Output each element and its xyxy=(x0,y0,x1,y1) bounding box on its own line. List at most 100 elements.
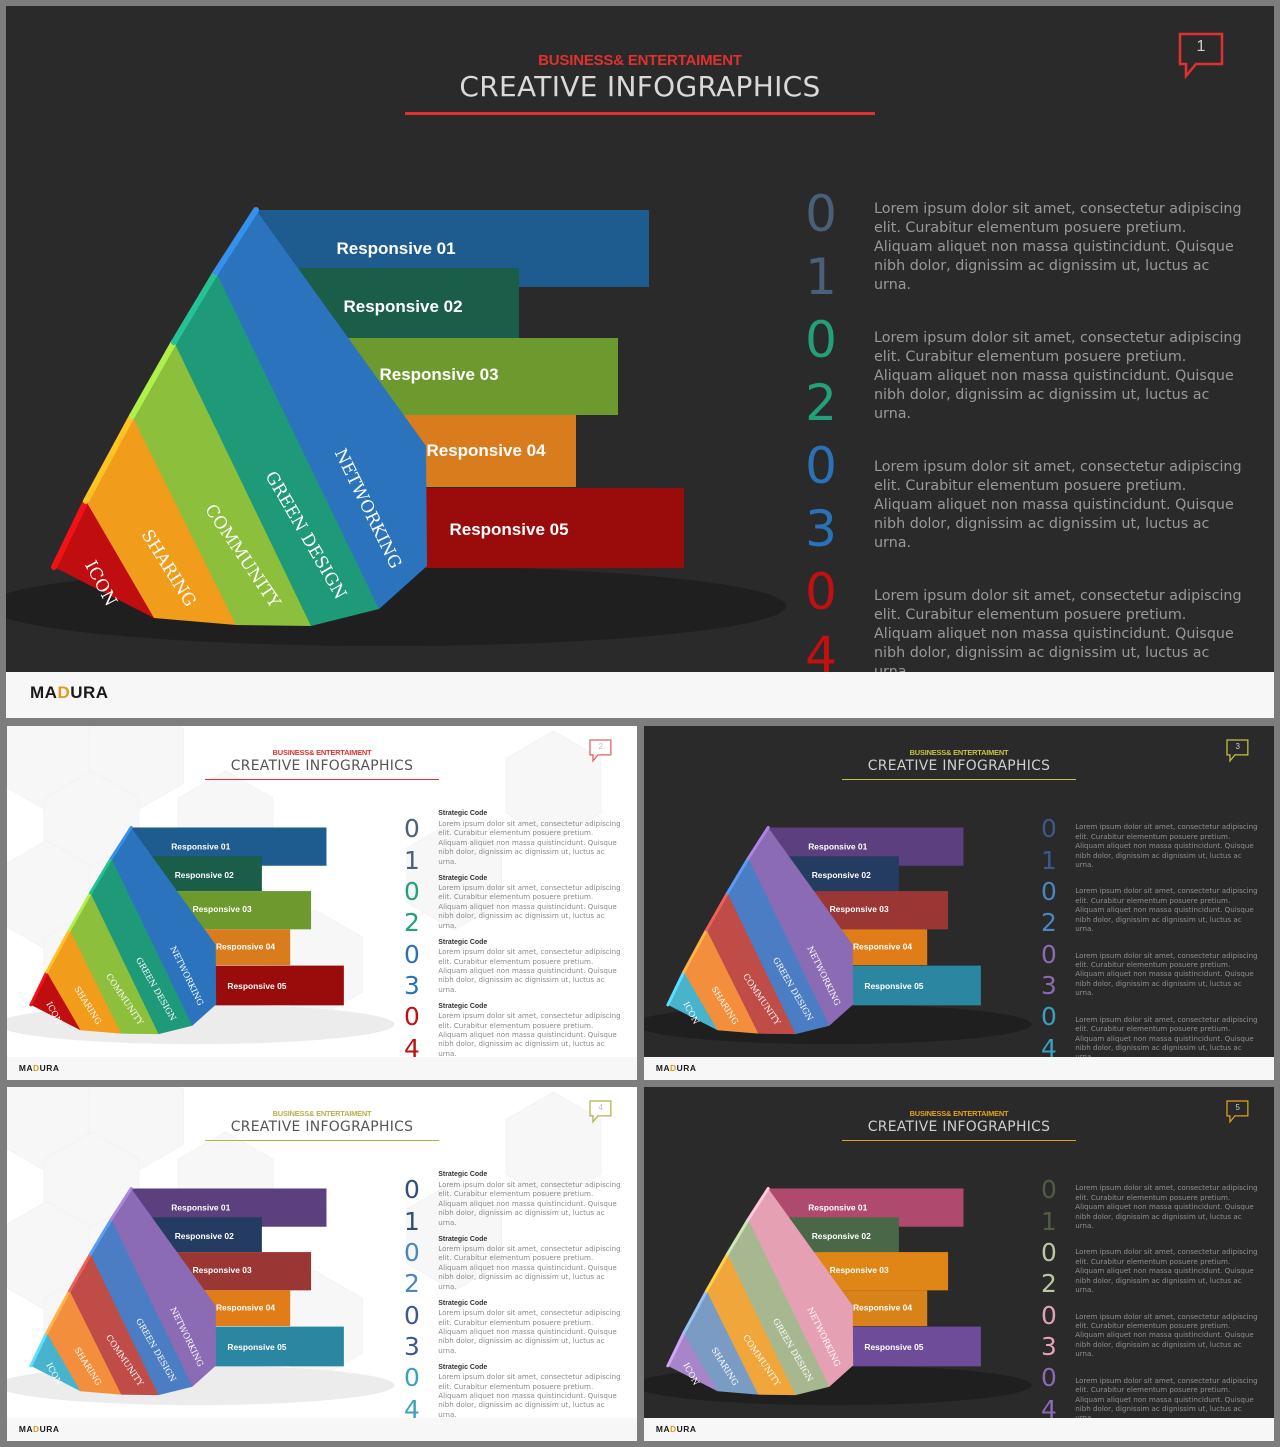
cone-layer-3 xyxy=(69,1254,159,1396)
responsive-band-5 xyxy=(831,965,981,1006)
slide-2: Responsive 01 Responsive 02 Responsive 03 R… xyxy=(7,726,637,1080)
step-digit: 0 xyxy=(404,1363,420,1393)
responsive-label-3: Responsive 03 xyxy=(379,365,498,384)
logo-accent: D xyxy=(57,683,71,702)
step-heading: Strategic Code xyxy=(438,1363,488,1371)
cone-layer-2 xyxy=(46,1290,122,1395)
responsive-label-5: Responsive 05 xyxy=(864,1342,923,1352)
step-body: Lorem ipsum dolor sit amet, consectetur … xyxy=(438,1244,621,1291)
cone-layer-5 xyxy=(748,1188,854,1387)
speech-bubble-icon xyxy=(589,739,612,763)
step-digit: 3 xyxy=(1041,1331,1057,1361)
slide-1: Responsive 01 Responsive 02 Responsive 03 R… xyxy=(6,6,1274,718)
pyramid-infographic: Responsive 01 Responsive 02 Responsive 03 R… xyxy=(644,1186,1032,1406)
header-subtitle: BUSINESS& ENTERTAIMENT xyxy=(538,52,742,69)
header-title: CREATIVE INFOGRAPHICS xyxy=(230,757,414,774)
slide-3: Responsive 01 Responsive 02 Responsive 03 R… xyxy=(644,726,1274,1080)
step-body: Lorem ipsum dolor sit amet, consectetur … xyxy=(1075,822,1258,870)
header-underline xyxy=(205,1139,439,1142)
slide-header: BUSINESS& ENTERTAIMENT CREATIVE INFOGRAPH… xyxy=(644,748,1274,781)
logo-part: MA xyxy=(18,1062,34,1073)
pyramid-infographic: Responsive 01 Responsive 02 Responsive 03 R… xyxy=(644,825,1032,1045)
step-digit: 1 xyxy=(805,248,837,306)
responsive-label-4: Responsive 04 xyxy=(426,441,546,460)
step-description-4: Lorem ipsum dolor sit amet, consectetur … xyxy=(1075,1015,1260,1062)
cone-layer-5 xyxy=(748,827,854,1026)
responsive-label-5: Responsive 05 xyxy=(227,1342,286,1352)
cone-layer-1 xyxy=(667,1333,718,1392)
slide-footer: MADURA xyxy=(7,1418,637,1441)
step-description-3: Strategic Code Lorem ipsum dolor sit amet… xyxy=(438,1299,623,1356)
slide-footer: MADURA xyxy=(7,1057,637,1080)
logo-part: URA xyxy=(39,1423,60,1434)
step-digit: 0 xyxy=(1041,939,1057,969)
cone-layer-4 xyxy=(174,272,379,626)
header-underline xyxy=(205,778,439,781)
responsive-label-1: Responsive 01 xyxy=(171,841,230,851)
slide-footer: MADURA xyxy=(6,672,1274,718)
slide-4: Responsive 01 Responsive 02 Responsive 03 R… xyxy=(7,1087,637,1441)
step-digit: 1 xyxy=(1041,1206,1057,1236)
responsive-label-2: Responsive 02 xyxy=(175,1231,234,1241)
step-digit: 0 xyxy=(805,563,837,621)
step-body: Lorem ipsum dolor sit amet, consectetur … xyxy=(1075,1183,1258,1231)
step-digit: 2 xyxy=(404,908,420,938)
logo-part: MA xyxy=(18,1423,34,1434)
step-description-4: Lorem ipsum dolor sit amet, consectetur … xyxy=(874,587,1246,682)
logo-part: MA xyxy=(655,1423,671,1434)
step-body: Lorem ipsum dolor sit amet, consectetur … xyxy=(1075,1247,1258,1295)
responsive-label-3: Responsive 03 xyxy=(193,1265,252,1275)
page-number: 2 xyxy=(598,741,603,751)
step-body: Lorem ipsum dolor sit amet, consectetur … xyxy=(438,1308,621,1355)
step-description-2: Lorem ipsum dolor sit amet, consectetur … xyxy=(874,329,1246,424)
madura-logo: MADURA xyxy=(30,683,109,703)
responsive-label-4: Responsive 04 xyxy=(216,942,275,952)
step-description-1: Strategic Code Lorem ipsum dolor sit amet… xyxy=(438,1170,623,1227)
responsive-label-3: Responsive 03 xyxy=(193,904,252,914)
madura-logo: MADURA xyxy=(656,1063,697,1073)
cone-layer-3 xyxy=(706,893,796,1035)
step-body: Lorem ipsum dolor sit amet, consectetur … xyxy=(438,1179,621,1227)
responsive-band-5 xyxy=(384,488,684,568)
responsive-label-1: Responsive 01 xyxy=(171,1202,230,1212)
step-description-3: Lorem ipsum dolor sit amet, consectetur … xyxy=(1075,951,1260,998)
header-title: CREATIVE INFOGRAPHICS xyxy=(230,1118,414,1135)
responsive-label-5: Responsive 05 xyxy=(227,981,286,991)
speech-bubble-icon xyxy=(589,1100,612,1124)
cone-layer-3 xyxy=(69,893,159,1035)
page-number: 1 xyxy=(1196,38,1206,55)
step-digit: 0 xyxy=(404,814,420,844)
cone-layer-4 xyxy=(727,858,830,1035)
step-digit: 0 xyxy=(404,877,420,907)
logo-part: URA xyxy=(676,1423,697,1434)
step-digit: 0 xyxy=(1041,1002,1057,1032)
logo-part: URA xyxy=(676,1062,697,1073)
step-heading: Strategic Code xyxy=(438,938,488,946)
page-number-bubble: 5 xyxy=(1226,1100,1249,1124)
page-number-bubble: 2 xyxy=(589,739,612,763)
step-digit: 0 xyxy=(1041,1300,1057,1330)
step-body: Lorem ipsum dolor sit amet, consectetur … xyxy=(874,201,1242,293)
page-number: 3 xyxy=(1235,741,1240,751)
step-description-1: Lorem ipsum dolor sit amet, consectetur … xyxy=(1075,822,1260,869)
step-digit: 0 xyxy=(1041,1175,1057,1205)
logo-accent: D xyxy=(670,1062,677,1073)
step-description-2: Strategic Code Lorem ipsum dolor sit amet… xyxy=(438,874,623,931)
header-subtitle: BUSINESS& ENTERTAIMENT xyxy=(272,1108,372,1118)
responsive-band-5 xyxy=(831,1326,981,1367)
step-digit: 0 xyxy=(1041,1238,1057,1268)
cone-layer-2 xyxy=(86,416,236,625)
logo-accent: D xyxy=(33,1423,40,1434)
responsive-band-5 xyxy=(194,965,344,1006)
responsive-label-5: Responsive 05 xyxy=(864,981,923,991)
step-description-1: Strategic Code Lorem ipsum dolor sit amet… xyxy=(438,809,623,866)
step-body: Lorem ipsum dolor sit amet, consectetur … xyxy=(874,588,1242,680)
step-body: Lorem ipsum dolor sit amet, consectetur … xyxy=(1075,1311,1258,1359)
responsive-label-2: Responsive 02 xyxy=(343,297,462,316)
logo-part: MA xyxy=(655,1062,671,1073)
step-heading: Strategic Code xyxy=(438,1171,488,1179)
step-digit: 0 xyxy=(805,311,837,369)
cone-layer-4 xyxy=(727,1219,830,1396)
